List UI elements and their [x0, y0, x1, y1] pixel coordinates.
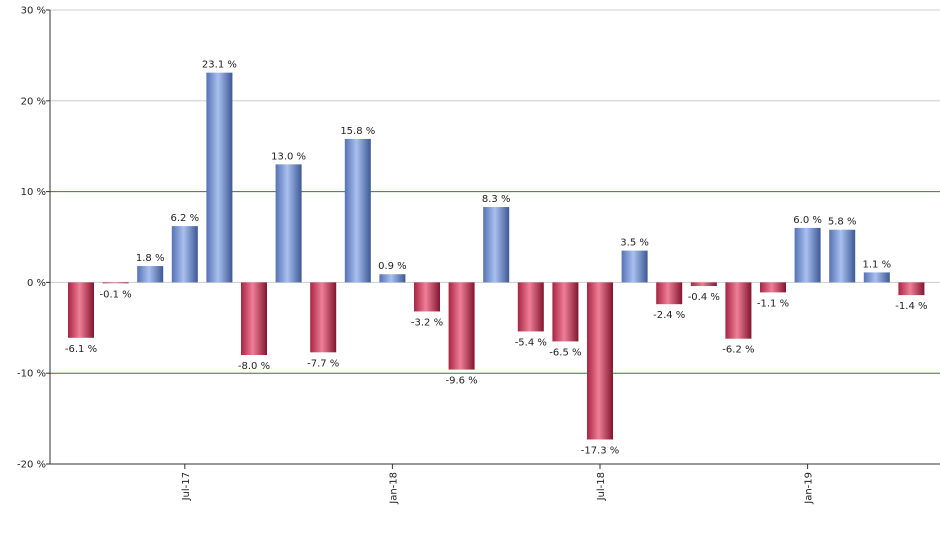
bar	[621, 250, 648, 283]
bar	[379, 274, 406, 283]
bars-layer	[68, 72, 925, 440]
bar	[414, 282, 440, 312]
data-label: -6.2 %	[722, 345, 754, 356]
bar	[448, 282, 475, 370]
data-label: -0.1 %	[99, 289, 131, 300]
bar	[863, 272, 890, 283]
data-label: 0.9 %	[378, 261, 407, 272]
data-label: -9.6 %	[445, 376, 477, 387]
axis-layer: 30 % 20 % 10 % 0 % -10 % -20 % Jul-17 Jan-18 Jul…	[17, 6, 940, 505]
data-label: 5.8 %	[828, 217, 857, 228]
x-tick-label: Jul-17	[181, 472, 192, 501]
bar	[206, 72, 233, 283]
bar	[690, 282, 717, 287]
bar	[552, 282, 579, 342]
data-label: 1.1 %	[863, 259, 892, 270]
bar	[171, 226, 198, 283]
y-tick-label: -20 %	[17, 460, 46, 471]
data-label: -6.5 %	[549, 347, 581, 358]
y-tick-label: -10 %	[17, 369, 46, 380]
data-label: -8.0 %	[238, 361, 270, 372]
data-label: -17.3 %	[581, 445, 620, 456]
bar	[102, 282, 129, 284]
labels-layer: -6.1 % -0.1 % 1.8 % 6.2 % 23.1 % -8.0 % 13.0 %…	[65, 60, 928, 457]
bar	[68, 282, 94, 338]
bar	[760, 282, 786, 293]
bar	[794, 227, 821, 283]
data-label: -0.4 %	[688, 292, 720, 303]
bar	[241, 282, 267, 356]
bar	[656, 282, 683, 305]
bar	[483, 207, 510, 283]
data-label: 23.1 %	[202, 60, 237, 71]
bar	[898, 282, 925, 296]
x-tick-label: Jan-18	[388, 472, 399, 505]
y-tick-label: 20 %	[21, 96, 46, 107]
bar	[725, 282, 752, 339]
data-label: -7.7 %	[307, 358, 339, 369]
data-label: -1.1 %	[757, 298, 789, 309]
y-tick-label: 30 %	[21, 6, 46, 17]
data-label: -2.4 %	[653, 310, 685, 321]
data-label: 3.5 %	[620, 238, 649, 249]
x-tick-label: Jan-19	[804, 472, 815, 505]
data-label: 13.0 %	[271, 151, 306, 162]
bar	[275, 164, 302, 283]
bar	[137, 266, 164, 283]
data-label: 6.0 %	[793, 215, 822, 226]
data-label: 8.3 %	[482, 194, 511, 205]
bar	[587, 282, 613, 440]
y-tick-label: 0 %	[27, 278, 46, 289]
x-tick-label: Jul-18	[596, 472, 607, 501]
bar	[310, 282, 337, 353]
data-label: -3.2 %	[411, 317, 443, 328]
bar	[829, 229, 856, 283]
y-tick-label: 10 %	[21, 187, 46, 198]
data-label: 15.8 %	[340, 126, 375, 137]
data-label: -6.1 %	[65, 344, 97, 355]
data-label: 6.2 %	[171, 213, 200, 224]
bar	[344, 138, 371, 283]
data-label: -1.4 %	[895, 301, 927, 312]
bar	[517, 282, 544, 332]
data-label: -5.4 %	[515, 337, 547, 348]
data-label: 1.8 %	[136, 253, 165, 264]
